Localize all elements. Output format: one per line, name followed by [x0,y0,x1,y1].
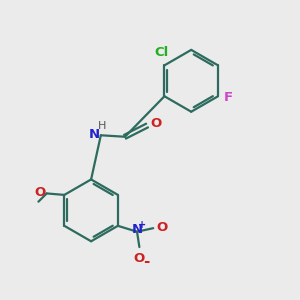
Text: F: F [223,91,232,104]
Text: +: + [138,220,146,230]
Text: O: O [134,252,145,265]
Text: O: O [157,221,168,234]
Text: N: N [89,128,100,141]
Text: Cl: Cl [154,46,169,59]
Text: H: H [98,121,106,131]
Text: O: O [151,117,162,130]
Text: N: N [131,224,142,236]
Text: O: O [34,186,45,199]
Text: -: - [143,254,149,269]
